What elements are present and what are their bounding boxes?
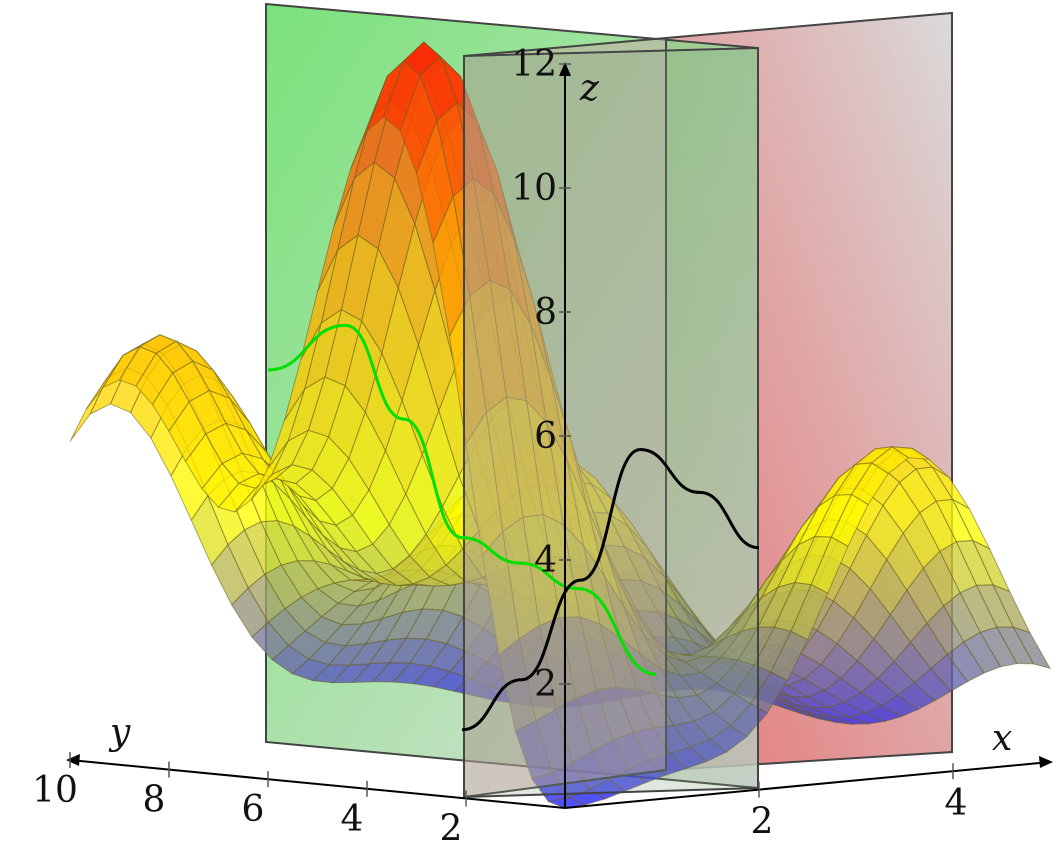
z-tick-label: 10 [511,168,557,209]
z-axis-arrow [559,62,571,76]
y-axis-line [69,759,566,809]
axis-ticks: 2 4 6 8 10 12 2 4 6 8 10 2 4 [32,44,967,849]
y-tick-label: 2 [440,808,463,849]
intersection-curve-green [267,323,657,676]
y-axis-label: y [108,712,131,753]
x-axis-label: x [992,718,1012,759]
y-axis-arrow [66,754,80,766]
green-plane-front [463,46,759,799]
z-axis-label: z [579,68,600,109]
intersection-curve-black [461,447,760,732]
y-tick-label: 6 [242,789,265,830]
x-axis-arrow [1039,756,1053,768]
z-tick-label: 8 [534,292,557,333]
z-tick-label: 2 [534,664,557,705]
z-tick-label: 4 [534,540,557,581]
x-axis-line [564,761,1051,809]
y-tick-label: 10 [32,770,78,811]
surface-mesh [69,41,1052,809]
x-tick-label: 4 [945,783,968,824]
y-tick-label: 4 [341,799,364,840]
z-tick-label: 6 [534,416,557,457]
x-tick-label: 2 [751,802,774,843]
y-tick-label: 8 [143,780,166,821]
z-tick-label: 12 [511,44,557,85]
